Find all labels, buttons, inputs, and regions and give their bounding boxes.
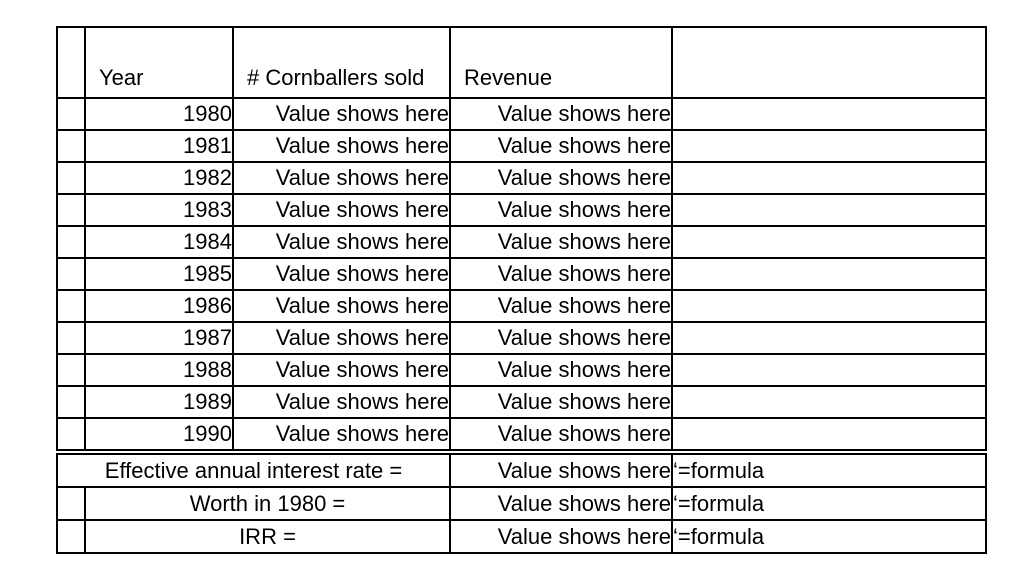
interest-rate-label: Effective annual interest rate =: [56, 449, 451, 488]
empty-cell: [56, 193, 86, 227]
year-cell: 1990: [84, 417, 234, 453]
summary-row-worth-1980: Worth in 1980 = Value shows here ‘=formu…: [56, 486, 987, 521]
empty-cell: [56, 97, 86, 131]
worksheet-container: Year # Cornballers sold Revenue 1980 Val…: [56, 26, 987, 554]
sold-value-cell: Value shows here: [232, 353, 451, 387]
table-row: 1984 Value shows here Value shows here: [56, 225, 987, 259]
worth-1980-formula-note: ‘=formula: [671, 486, 987, 521]
year-cell: 1986: [84, 289, 234, 323]
empty-cell: [671, 417, 987, 453]
year-cell: 1982: [84, 161, 234, 195]
year-cell: 1981: [84, 129, 234, 163]
irr-label: IRR =: [84, 519, 451, 554]
irr-formula-note: ‘=formula: [671, 519, 987, 554]
table-row: 1983 Value shows here Value shows here: [56, 193, 987, 227]
revenue-value-cell: Value shows here: [449, 385, 673, 419]
interest-rate-formula-note: ‘=formula: [671, 449, 987, 488]
year-cell: 1985: [84, 257, 234, 291]
table-row: 1985 Value shows here Value shows here: [56, 257, 987, 291]
empty-cell: [671, 225, 987, 259]
table-row: 1981 Value shows here Value shows here: [56, 129, 987, 163]
empty-cell: [671, 193, 987, 227]
sold-value-cell: Value shows here: [232, 161, 451, 195]
sold-value-cell: Value shows here: [232, 321, 451, 355]
empty-cell: [56, 519, 86, 554]
empty-cell: [56, 225, 86, 259]
year-cell: 1983: [84, 193, 234, 227]
empty-cell: [671, 289, 987, 323]
revenue-value-cell: Value shows here: [449, 225, 673, 259]
empty-cell: [56, 353, 86, 387]
revenue-value-cell: Value shows here: [449, 289, 673, 323]
empty-cell: [671, 385, 987, 419]
year-cell: 1989: [84, 385, 234, 419]
sold-value-cell: Value shows here: [232, 257, 451, 291]
summary-row-irr: IRR = Value shows here ‘=formula: [56, 519, 987, 554]
sold-value-cell: Value shows here: [232, 193, 451, 227]
empty-cell: [56, 257, 86, 291]
table-row: 1989 Value shows here Value shows here: [56, 385, 987, 419]
empty-cell: [56, 417, 86, 453]
table-row: 1986 Value shows here Value shows here: [56, 289, 987, 323]
revenue-value-cell: Value shows here: [449, 321, 673, 355]
revenue-value-cell: Value shows here: [449, 129, 673, 163]
revenue-value-cell: Value shows here: [449, 193, 673, 227]
irr-value-cell: Value shows here: [449, 519, 673, 554]
header-revenue: Revenue: [449, 26, 673, 99]
empty-cell: [56, 321, 86, 355]
year-cell: 1980: [84, 97, 234, 131]
revenue-value-cell: Value shows here: [449, 353, 673, 387]
empty-cell: [671, 161, 987, 195]
revenue-value-cell: Value shows here: [449, 161, 673, 195]
empty-cell: [671, 129, 987, 163]
sold-value-cell: Value shows here: [232, 129, 451, 163]
year-cell: 1984: [84, 225, 234, 259]
header-cornballers-sold: # Cornballers sold: [232, 26, 451, 99]
empty-cell: [56, 486, 86, 521]
worth-1980-label: Worth in 1980 =: [84, 486, 451, 521]
year-cell: 1988: [84, 353, 234, 387]
summary-row-interest-rate: Effective annual interest rate = Value s…: [56, 449, 987, 488]
empty-cell: [56, 289, 86, 323]
sold-value-cell: Value shows here: [232, 97, 451, 131]
table-row: 1980 Value shows here Value shows here: [56, 97, 987, 131]
table-row: 1990 Value shows here Value shows here: [56, 417, 987, 453]
revenue-value-cell: Value shows here: [449, 97, 673, 131]
empty-cell: [56, 161, 86, 195]
sold-value-cell: Value shows here: [232, 385, 451, 419]
year-cell: 1987: [84, 321, 234, 355]
sold-value-cell: Value shows here: [232, 289, 451, 323]
empty-corner-cell: [56, 26, 86, 99]
table-header-row: Year # Cornballers sold Revenue: [56, 26, 987, 99]
empty-cell: [671, 97, 987, 131]
worth-1980-value-cell: Value shows here: [449, 486, 673, 521]
table-row: 1987 Value shows here Value shows here: [56, 321, 987, 355]
empty-cell: [671, 257, 987, 291]
header-year: Year: [84, 26, 234, 99]
empty-header-cell: [671, 26, 987, 99]
sold-value-cell: Value shows here: [232, 417, 451, 453]
table-row: 1982 Value shows here Value shows here: [56, 161, 987, 195]
empty-cell: [671, 353, 987, 387]
revenue-value-cell: Value shows here: [449, 257, 673, 291]
empty-cell: [56, 129, 86, 163]
cornballer-table: Year # Cornballers sold Revenue 1980 Val…: [56, 26, 987, 554]
sold-value-cell: Value shows here: [232, 225, 451, 259]
empty-cell: [671, 321, 987, 355]
empty-cell: [56, 385, 86, 419]
revenue-value-cell: Value shows here: [449, 417, 673, 453]
table-row: 1988 Value shows here Value shows here: [56, 353, 987, 387]
interest-rate-value-cell: Value shows here: [449, 449, 673, 488]
